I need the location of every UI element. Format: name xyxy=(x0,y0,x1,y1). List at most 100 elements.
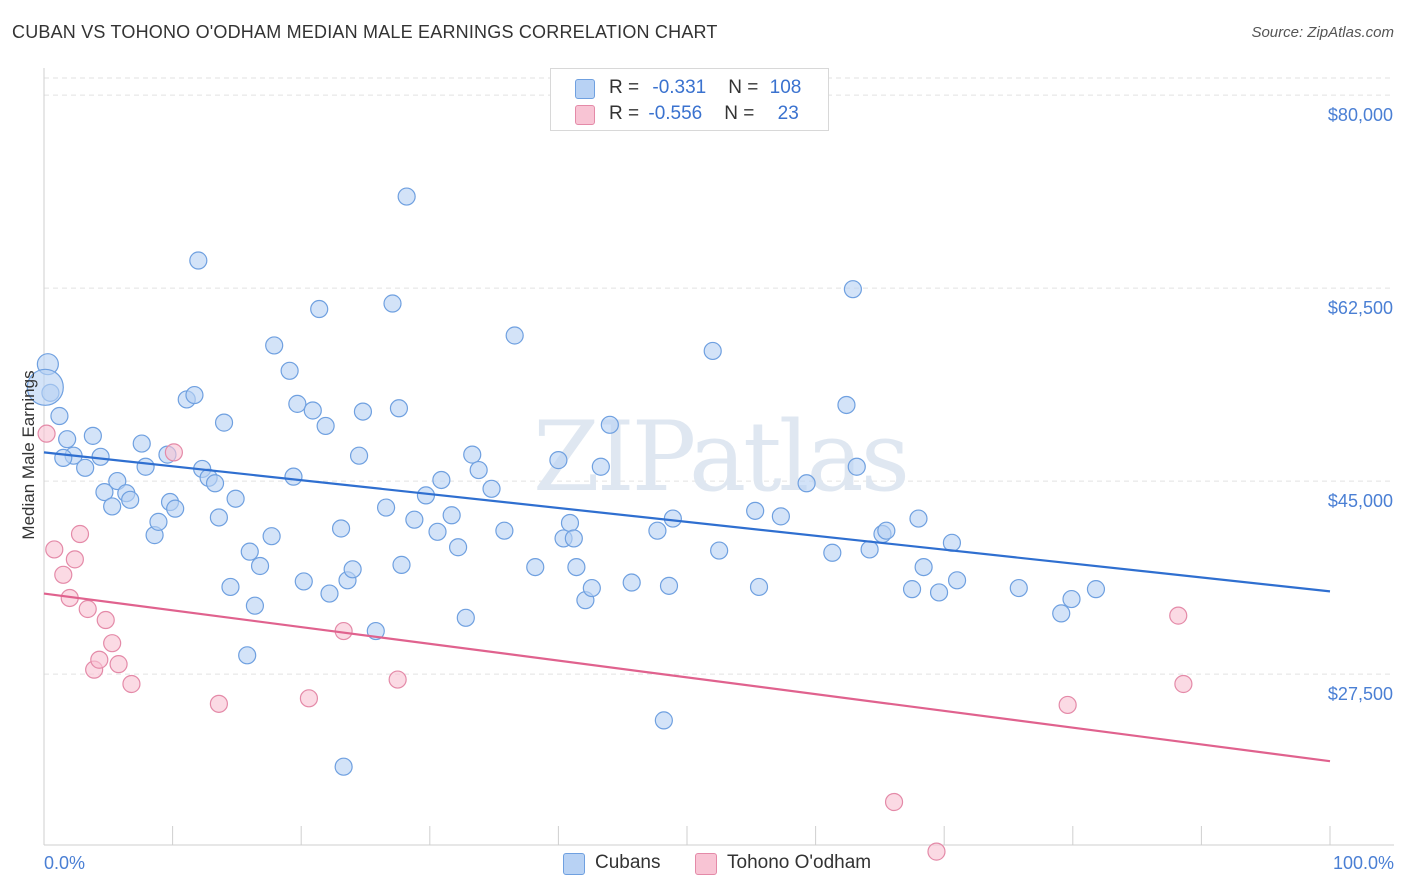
cubans-point xyxy=(600,415,619,434)
cubans-point xyxy=(591,457,610,476)
tohono-point xyxy=(96,610,115,630)
source-label: Source: ZipAtlas.com xyxy=(1251,24,1394,41)
cubans-point xyxy=(442,506,461,525)
tohono-point xyxy=(54,565,73,584)
cubans-legend-icon xyxy=(563,853,585,875)
cubans-point xyxy=(136,457,155,476)
tohono-point xyxy=(927,842,946,861)
cubans-point xyxy=(240,542,259,561)
cubans-point xyxy=(397,187,416,206)
cubans-point xyxy=(495,521,514,540)
cubans-trend-line xyxy=(43,451,1331,593)
legend-n-value: 108 xyxy=(769,77,802,98)
cubans-point xyxy=(847,457,866,476)
y-tick-label: $62,500 xyxy=(1328,298,1393,318)
tohono-point xyxy=(109,655,128,674)
cubans-point xyxy=(703,341,722,361)
cubans-point xyxy=(564,529,583,548)
y-tick-label: $27,500 xyxy=(1328,684,1393,704)
cubans-point xyxy=(343,560,362,579)
legend-r-value: -0.556 xyxy=(648,103,703,124)
y-tick-label: $45,000 xyxy=(1328,491,1393,511)
tohono-point xyxy=(122,674,141,694)
cubans-point xyxy=(320,584,339,603)
cubans-point xyxy=(262,527,281,546)
cubans-point xyxy=(622,573,641,592)
cubans-point xyxy=(189,251,208,270)
cubans-point xyxy=(902,580,922,599)
tohono-swatch-icon xyxy=(575,105,595,125)
cubans-point xyxy=(469,460,488,480)
tohono-point xyxy=(1169,606,1188,625)
tohono-point xyxy=(103,634,122,653)
cubans-point xyxy=(654,711,673,730)
cubans-point xyxy=(316,416,335,436)
cubans-point xyxy=(463,445,482,464)
cubans-point xyxy=(526,557,545,577)
tohono-trend-line xyxy=(43,592,1331,763)
cubans-point xyxy=(837,395,856,415)
tohono-point xyxy=(45,540,64,559)
cubans-point xyxy=(334,757,353,776)
cubans-point xyxy=(405,510,424,529)
cubans-point xyxy=(284,467,303,486)
cubans-point xyxy=(238,646,257,665)
cubans-point xyxy=(823,543,842,562)
cubans-point xyxy=(843,280,862,299)
tohono-point xyxy=(884,792,904,812)
cubans-point xyxy=(221,577,240,597)
cubans-point xyxy=(149,512,168,531)
cubans-point xyxy=(648,521,667,540)
cubans-point xyxy=(1086,580,1106,599)
cubans-point xyxy=(310,299,329,319)
cubans-point xyxy=(456,608,475,627)
cubans-point xyxy=(245,596,265,615)
cubans-point xyxy=(797,474,816,493)
cubans-point xyxy=(54,448,73,468)
cubans-point xyxy=(582,578,601,598)
cubans-point xyxy=(205,474,225,493)
legend-r-label: R = xyxy=(609,77,645,98)
legend-n-label: N = xyxy=(728,77,764,98)
cubans-point xyxy=(1062,589,1081,609)
cubans-point xyxy=(567,557,586,577)
cubans-point xyxy=(749,577,769,597)
cubans-point xyxy=(432,470,451,490)
tohono-point xyxy=(90,650,109,669)
tohono-point xyxy=(1174,674,1193,694)
chart-title: CUBAN VS TOHONO O'ODHAM MEDIAN MALE EARN… xyxy=(12,22,718,42)
cubans-point xyxy=(659,576,679,595)
tohono-point xyxy=(37,424,56,443)
cubans-point xyxy=(482,479,501,498)
cubans-point xyxy=(185,385,204,405)
tohono-point xyxy=(65,550,84,569)
cubans-point xyxy=(83,426,102,445)
trend-layer xyxy=(43,451,1331,763)
watermark-text: ZIPatlas xyxy=(533,401,907,513)
y-tick-label: $80,000 xyxy=(1328,105,1393,125)
cubans-point xyxy=(710,541,729,560)
cubans-point xyxy=(353,402,373,421)
cubans-point xyxy=(250,556,270,576)
cubans-point xyxy=(1009,578,1028,598)
cubans-point xyxy=(376,498,396,517)
cubans-point xyxy=(50,406,69,426)
cubans-point xyxy=(663,509,682,528)
cubans-point xyxy=(294,572,313,591)
cubans-point xyxy=(226,489,245,508)
cubans-point xyxy=(214,413,234,432)
points-layer xyxy=(26,187,1193,861)
cubans-point xyxy=(383,294,402,313)
cubans-point xyxy=(448,538,468,557)
cubans-point xyxy=(132,434,151,453)
cubans-point xyxy=(505,326,524,345)
tohono-legend-icon xyxy=(695,853,717,875)
cubans-point xyxy=(166,499,185,518)
cubans-point xyxy=(877,521,896,540)
cubans-point xyxy=(392,555,411,574)
legend-r-label: R = xyxy=(609,103,645,124)
y-axis-label: Median Male Earnings xyxy=(19,370,38,539)
grid-layer xyxy=(44,77,1394,675)
cubans-point xyxy=(860,540,879,559)
